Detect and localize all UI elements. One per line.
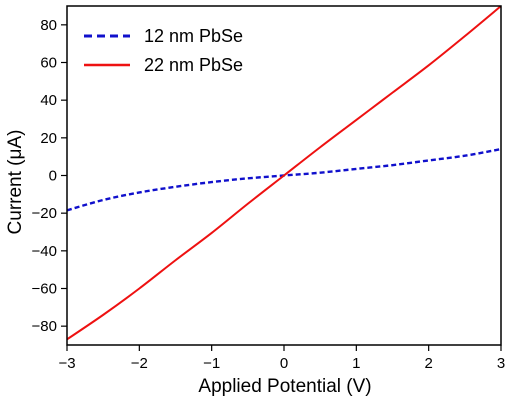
x-tick-label: 0: [280, 355, 288, 372]
legend-label-22nm: 22 nm PbSe: [144, 55, 243, 75]
legend-label-12nm: 12 nm PbSe: [144, 26, 243, 46]
y-tick-label: −20: [32, 205, 57, 222]
x-tick-label: 1: [352, 355, 360, 372]
y-tick-label: 0: [49, 168, 57, 185]
x-tick-label: −2: [131, 355, 148, 372]
series-layer: [66, 5, 502, 341]
y-tick-label: −80: [32, 318, 57, 335]
y-tick-label: 20: [40, 130, 57, 147]
series-line-22nm: [66, 5, 502, 341]
y-tick-label: −40: [32, 243, 57, 260]
x-tick-label: −3: [58, 355, 75, 372]
y-tick-label: 60: [40, 55, 57, 72]
legend: 12 nm PbSe 22 nm PbSe: [84, 26, 243, 75]
x-tick-label: 3: [497, 355, 505, 372]
x-tick-label: 2: [424, 355, 432, 372]
ticks-layer: −3 −2 −1 0 1 2 3 −80 −60 −40 −20 0 20 40 60 80: [32, 17, 506, 372]
y-tick-label: −60: [32, 281, 57, 298]
y-tick-label: 80: [40, 17, 57, 34]
series-line-12nm: [66, 147, 502, 212]
x-tick-label: −1: [203, 355, 220, 372]
y-tick-label: 40: [40, 92, 57, 109]
y-axis-label: Current (μA): [5, 130, 26, 235]
x-axis-label: Applied Potential (V): [198, 376, 371, 397]
plot-area-frame: [66, 5, 502, 346]
